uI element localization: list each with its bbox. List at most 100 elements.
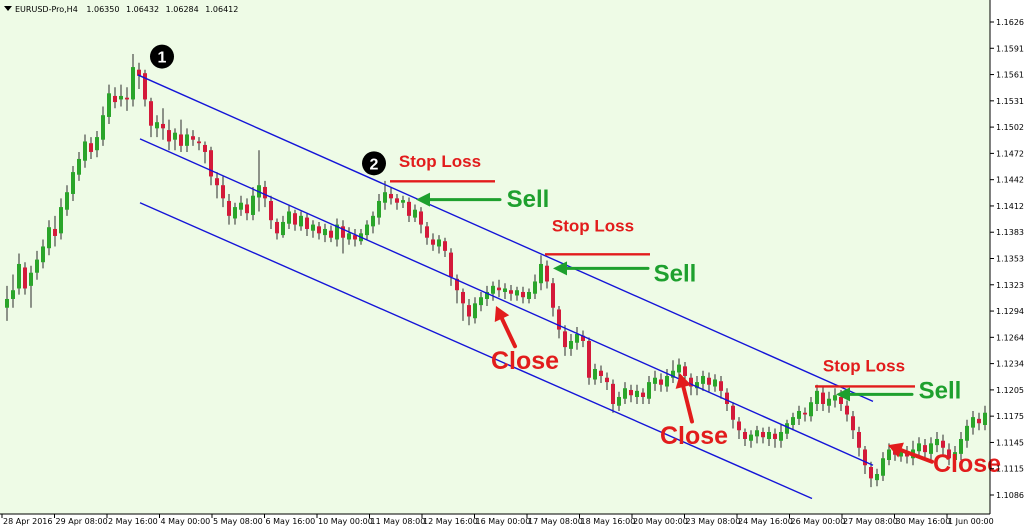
candle xyxy=(203,141,207,164)
y-tick-label: 1.15610 xyxy=(996,71,1024,80)
close-arrow xyxy=(675,373,694,424)
candle xyxy=(167,119,171,151)
candle xyxy=(251,186,255,221)
candle xyxy=(815,384,819,411)
candle xyxy=(89,137,93,159)
candle xyxy=(947,443,951,466)
marker-1: 1 xyxy=(150,44,174,69)
candle xyxy=(599,365,603,383)
candle xyxy=(611,379,615,413)
candle xyxy=(425,221,429,245)
x-tick-label: 18 May 16:00 xyxy=(581,517,636,526)
candle xyxy=(593,363,597,385)
candle xyxy=(329,225,333,243)
candle xyxy=(737,417,741,439)
candle xyxy=(461,288,465,321)
candle xyxy=(401,195,405,208)
candle xyxy=(701,370,705,391)
y-tick-label: 1.11155 xyxy=(996,465,1024,474)
marker-2: 2 xyxy=(362,151,386,176)
candle xyxy=(563,325,567,356)
candle xyxy=(299,211,303,231)
header-arrow-icon xyxy=(4,6,12,11)
y-tick-label: 1.10860 xyxy=(996,491,1024,500)
candle xyxy=(833,388,837,408)
y-tick-label: 1.11750 xyxy=(996,412,1024,421)
markers: 12 xyxy=(150,44,386,176)
candle xyxy=(659,373,663,392)
candle xyxy=(827,391,831,413)
candle xyxy=(383,180,387,210)
close-arrow xyxy=(888,442,934,464)
candle xyxy=(269,195,273,229)
header-symbol: EURUSD-Pro,H4 xyxy=(15,5,78,14)
candle xyxy=(851,410,855,439)
candle xyxy=(515,286,519,301)
close-label: Close xyxy=(933,450,1001,478)
candle xyxy=(623,382,627,404)
candle xyxy=(881,452,885,481)
candle xyxy=(107,84,111,124)
candle xyxy=(467,298,471,326)
candle xyxy=(791,412,795,431)
candle xyxy=(629,384,633,403)
candle xyxy=(671,360,675,383)
candle xyxy=(533,274,537,299)
y-tick-label: 1.12050 xyxy=(996,386,1024,395)
candle xyxy=(587,337,591,385)
candle xyxy=(731,402,735,429)
candle xyxy=(959,431,963,460)
candle xyxy=(749,430,753,448)
candle xyxy=(491,281,495,301)
candle xyxy=(785,419,789,439)
candle xyxy=(539,255,543,291)
sell-arrow xyxy=(836,387,914,402)
candle xyxy=(83,134,87,168)
candle xyxy=(635,384,639,404)
candle xyxy=(767,426,771,446)
candle xyxy=(677,358,681,380)
candle xyxy=(47,220,51,256)
candles xyxy=(5,53,987,488)
candle xyxy=(761,427,765,444)
y-tick-label: 1.12640 xyxy=(996,333,1024,342)
candle xyxy=(41,239,45,269)
candle xyxy=(443,237,447,257)
candle xyxy=(287,204,291,229)
close-label: Close xyxy=(660,422,728,450)
date-axis: 28 Apr 2016 29 Apr 08:00 2 May 16:00 4 May … xyxy=(1,514,994,526)
x-tick-label: 11 May 08:00 xyxy=(371,517,426,526)
x-tick-label: 1 Jun 00:00 xyxy=(948,517,994,526)
candle xyxy=(977,412,981,431)
sell-label: Sell xyxy=(654,260,697,287)
candle xyxy=(983,405,987,431)
candle xyxy=(647,375,651,404)
candle xyxy=(233,202,237,225)
candle xyxy=(845,400,849,422)
y-tick-label: 1.16265 xyxy=(996,18,1024,27)
candle xyxy=(617,391,621,411)
candle xyxy=(77,151,81,181)
candle xyxy=(389,186,393,205)
y-tick-label: 1.13535 xyxy=(996,255,1024,264)
header-open: 1.06350 xyxy=(86,5,119,14)
candle xyxy=(185,128,189,152)
candle xyxy=(803,407,807,422)
price-axis: 1.16265 1.15910 1.15610 1.15315 1.15020 1.147… xyxy=(990,18,1024,500)
candle xyxy=(773,428,777,448)
header-close: 1.06412 xyxy=(205,5,238,14)
candle xyxy=(419,207,423,234)
candle xyxy=(857,426,861,457)
y-tick-label: 1.14425 xyxy=(996,176,1024,185)
y-tick-label: 1.12940 xyxy=(996,307,1024,316)
candle xyxy=(35,250,39,280)
x-tick-label: 5 May 08:00 xyxy=(213,517,263,526)
candle xyxy=(581,330,585,348)
candle xyxy=(11,274,15,308)
candle xyxy=(281,215,285,238)
candle xyxy=(347,227,351,245)
x-tick-label: 30 May 16:00 xyxy=(896,517,951,526)
x-tick-label: 10 May 00:00 xyxy=(318,517,373,526)
